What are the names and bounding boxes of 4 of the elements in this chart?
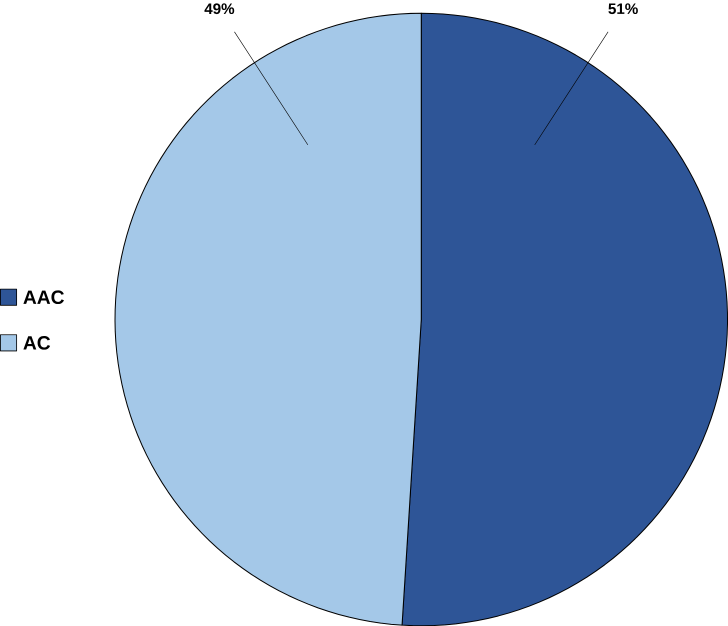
legend-label: AC <box>23 336 50 350</box>
data-label: 51% <box>608 3 638 14</box>
data-label: 49% <box>204 3 234 14</box>
legend-label: AAC <box>23 290 64 304</box>
